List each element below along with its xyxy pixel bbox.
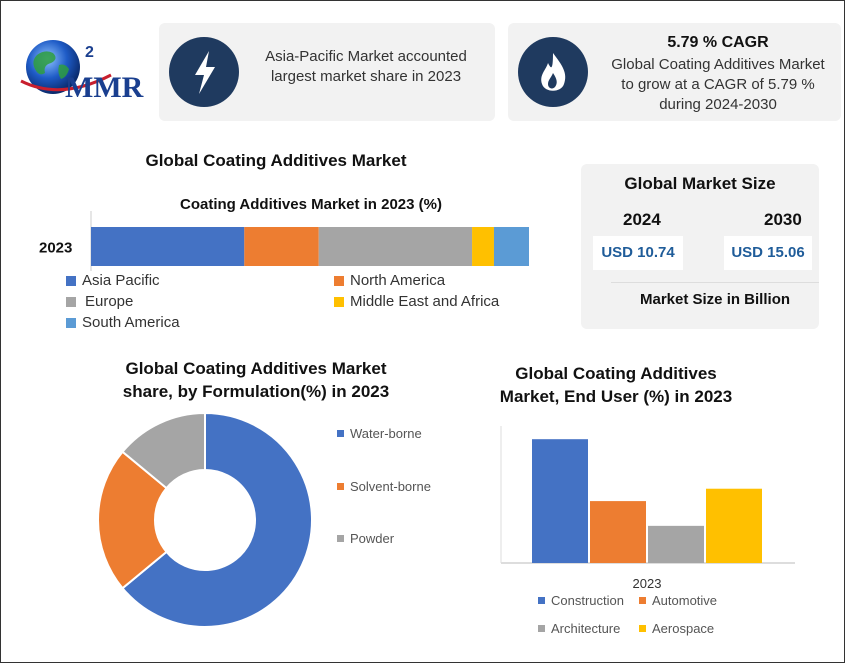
donut-chart-title: Global Coating Additives Market share, b… — [122, 359, 390, 401]
legend-construction: Construction — [538, 593, 624, 608]
legend-architecture: Architecture — [538, 621, 620, 636]
cagr-line1: Global Coating Additives Market — [611, 56, 825, 73]
donut-chart — [97, 411, 313, 628]
logo-text: MMR — [65, 71, 144, 104]
year-2030: 2030 — [764, 210, 802, 229]
column-category-label: 2023 — [633, 576, 662, 591]
donut-slice-solvent-borne — [97, 450, 168, 590]
lightning-icon — [169, 37, 239, 107]
legend-automotive: Automotive — [639, 593, 717, 608]
flame-icon — [518, 37, 588, 107]
cagr-card: 5.79 % CAGR Global Coating Additives Mar… — [508, 23, 841, 121]
value-2024: USD 10.74 — [601, 244, 675, 261]
legend-europe: Europe — [66, 293, 133, 310]
section-title: Global Coating Additives Market — [145, 151, 407, 170]
column-bar-aerospace — [706, 488, 762, 563]
legend-middle-east-africa: Middle East and Africa — [334, 293, 499, 310]
value-2030: USD 15.06 — [731, 244, 805, 261]
legend-solvent-borne: Solvent-borne — [337, 479, 431, 494]
market-size-footer: Market Size in Billion — [611, 282, 819, 317]
stacked-chart-title: Coating Additives Market in 2023 (%) — [179, 196, 442, 213]
donut-slice-water-borne — [121, 411, 313, 628]
column-chart-title: Global Coating Additives Market, End Use… — [499, 364, 733, 406]
cagr-line2: to grow at a CAGR of 5.79 % — [621, 76, 815, 93]
stacked-bar-middle-east-and-africa — [472, 227, 494, 266]
column-chart: 2023 — [500, 426, 795, 591]
stacked-bar-south-america — [493, 227, 529, 266]
mmr-logo: 2 MMR — [15, 37, 155, 107]
asia-card-line2: largest market share in 2023 — [270, 68, 462, 85]
cagr-title: 5.79 % CAGR — [667, 34, 769, 51]
legend-powder: Powder — [337, 531, 394, 546]
market-size-title: Global Market Size — [624, 174, 776, 193]
legend-asia-pacific: Asia Pacific — [66, 272, 160, 289]
stacked-bar-chart: 2023 — [39, 211, 529, 271]
legend-water-borne: Water-borne — [337, 426, 422, 441]
donut-slice-powder — [121, 411, 206, 490]
asia-card-line1: Asia-Pacific Market accounted — [265, 48, 467, 65]
value-2030-box: USD 15.06 — [724, 236, 812, 270]
legend-aerospace: Aerospace — [639, 621, 714, 636]
year-2024: 2024 — [623, 210, 661, 229]
stacked-bar-europe — [318, 227, 473, 266]
stacked-bar-asia-pacific — [91, 227, 245, 266]
column-bar-automotive — [590, 501, 646, 563]
legend-north-america: North America — [334, 272, 445, 289]
column-bar-architecture — [648, 525, 704, 563]
asia-pacific-card: Asia-Pacific Market accounted largest ma… — [159, 23, 495, 121]
cagr-line3: during 2024-2030 — [659, 96, 777, 113]
value-2024-box: USD 10.74 — [593, 236, 683, 270]
legend-south-america: South America — [66, 314, 180, 331]
stacked-bar-north-america — [244, 227, 319, 266]
stacked-category-label: 2023 — [39, 240, 72, 257]
globe-icon: 2 — [20, 40, 112, 94]
svg-text:2: 2 — [85, 44, 94, 61]
column-bar-construction — [532, 439, 588, 563]
market-size-card: Global Market Size 2024 2030 USD 10.74 U… — [581, 164, 819, 329]
